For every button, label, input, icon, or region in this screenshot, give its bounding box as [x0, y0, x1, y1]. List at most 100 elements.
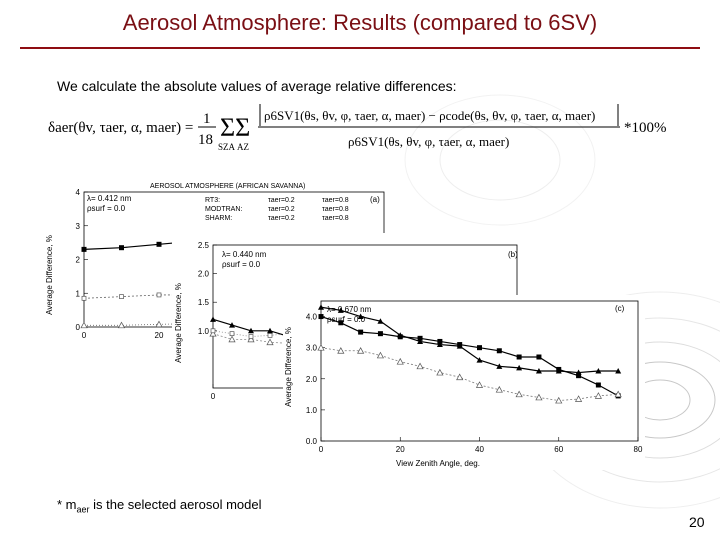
chart-c-point [595, 382, 601, 388]
chart-b-point [248, 334, 254, 339]
chart-a-point [81, 246, 87, 252]
svg-text:ΣΣ: ΣΣ [220, 113, 250, 142]
formula: δaer(θv, τaer, α, maer) = 1 18 ΣΣ SZA AZ… [48, 104, 667, 152]
chart-a-ytick-label: 1 [76, 289, 81, 298]
chart-c-point [416, 362, 424, 370]
chart-c-point [476, 357, 483, 363]
chart-c-xtick-label: 60 [554, 445, 563, 454]
chart-b-point [266, 338, 274, 346]
chart-a-legend-code-2: SHARM: [205, 215, 232, 222]
chart-c-point [475, 381, 484, 388]
chart-a-ytick-label: 2 [76, 256, 81, 265]
chart-a-legend-c1-0: τaer=0.2 [268, 197, 295, 204]
chart-b-point [267, 327, 273, 334]
chart-a-legend-code-0: RT3: [205, 197, 220, 204]
chart-c-point [536, 354, 542, 360]
chart-c-point [574, 395, 583, 402]
chart-c-series-line [320, 347, 619, 401]
formula-lhs: δaer(θv, τaer, α, maer) = [48, 120, 193, 136]
intro-text: We calculate the absolute values of aver… [57, 78, 457, 94]
chart-c-point [337, 307, 344, 313]
chart-b-point [247, 335, 255, 343]
chart-a-point [156, 292, 162, 298]
chart-c-point [358, 329, 364, 335]
chart-c-frame [320, 300, 639, 442]
chart-c-point [317, 343, 325, 351]
chart-a-ytick-label: 3 [76, 222, 81, 231]
chart-c-point [555, 396, 563, 404]
chart-a-legend-c1-1: τaer=0.2 [268, 206, 295, 213]
chart-b-ytick-label: 2.0 [198, 270, 210, 279]
chart-c-point [437, 338, 443, 344]
chart-a-xtick-label: 20 [155, 331, 164, 340]
footnote-subscript: aer [76, 504, 90, 515]
chart-c-point [337, 347, 345, 354]
formula-frac-den: 18 [198, 132, 213, 148]
chart-c-ytick-label: 0.0 [306, 437, 318, 446]
chart-a-point [81, 295, 87, 301]
footnote-prefix: * m [57, 497, 77, 512]
chart-c-point [318, 304, 324, 310]
chart-a-panel-label: (a) [370, 195, 380, 204]
chart-c-point [417, 335, 423, 341]
chart-c-ytick-label: 1.0 [306, 406, 318, 415]
chart-c-point [396, 357, 404, 365]
chart-b-ytick-label: 1.0 [198, 327, 210, 336]
chart-b-point [267, 333, 273, 338]
chart-c-xtick-label: 20 [396, 445, 405, 454]
page-number: 20 [689, 514, 705, 530]
chart-c-point [556, 366, 562, 372]
chart-c-series-1 [318, 314, 621, 399]
chart-c-point [436, 341, 443, 348]
chart-c-point [516, 354, 522, 360]
chart-c-series-line [320, 315, 619, 397]
chart-b-point [229, 331, 235, 337]
chart-a-point [155, 320, 163, 328]
chart-c-point [515, 390, 523, 398]
chart-c-point [357, 347, 365, 354]
chart-c-point [594, 392, 602, 399]
formula-sum-az: AZ [237, 142, 249, 152]
formula-frac-num: 1 [203, 111, 211, 127]
chart-a-point [156, 241, 162, 247]
chart-a-ylabel: Average Difference, % [45, 235, 54, 315]
chart-c-xlabel: View Zenith Angle, deg. [396, 459, 480, 468]
chart-c-series-2 [317, 343, 622, 404]
formula-sum-sza: SZA [218, 142, 236, 152]
formula-suffix: *100% [624, 120, 667, 136]
chart-c-ytick-label: 2.0 [306, 375, 318, 384]
chart-c-ytick-label: 4.0 [306, 313, 318, 322]
chart-b-point [248, 327, 254, 334]
chart-c-point [417, 338, 424, 344]
chart-c-point [615, 368, 622, 374]
chart-c-point [318, 314, 324, 320]
chart-c-wavelength: λ= 0.670 nm [327, 305, 372, 314]
chart-b-ytick-label: 2.5 [198, 241, 210, 250]
chart-c-point [614, 390, 622, 398]
chart-a-legend-c2-0: τaer=0.8 [322, 197, 349, 204]
chart-a-point [119, 294, 124, 299]
chart-a-legend-c2-1: τaer=0.8 [322, 206, 349, 213]
chart-c-panel-label: (c) [615, 304, 625, 313]
chart-a-surface: ρsurf = 0.0 [87, 204, 126, 213]
chart-c-point [397, 334, 403, 340]
chart-c-point [376, 351, 385, 359]
chart-c-point [436, 368, 444, 376]
chart-b-point [210, 328, 216, 334]
chart-panel-c: (c) λ= 0.670 nm ρsurf = 0.0 Average Diff… [283, 295, 645, 470]
chart-c-point [535, 393, 543, 401]
chart-c-point [377, 318, 384, 324]
chart-b-panel-label: (b) [508, 250, 518, 259]
chart-b-ytick-label: 1.5 [198, 298, 210, 307]
chart-a-point [80, 321, 88, 329]
chart-c-point [496, 348, 502, 354]
chart-c-point [576, 373, 582, 379]
chart-c-ylabel: Average Difference, % [284, 327, 293, 407]
chart-b-point [210, 316, 216, 322]
chart-a-ytick-label: 4 [76, 188, 81, 197]
chart-a-legend-c2-2: τaer=0.8 [322, 215, 349, 222]
chart-c-ytick-label: 3.0 [306, 344, 318, 353]
chart-c-point [456, 373, 464, 381]
title-underline [20, 47, 700, 49]
chart-c-xtick-label: 0 [319, 445, 324, 454]
